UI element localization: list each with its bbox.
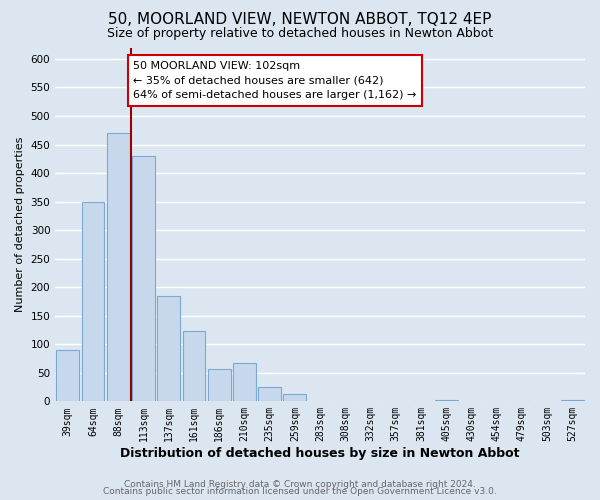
Bar bbox=[132, 156, 155, 402]
Bar bbox=[283, 394, 306, 402]
Bar bbox=[208, 369, 230, 402]
Bar bbox=[107, 133, 130, 402]
X-axis label: Distribution of detached houses by size in Newton Abbot: Distribution of detached houses by size … bbox=[121, 447, 520, 460]
Y-axis label: Number of detached properties: Number of detached properties bbox=[15, 136, 25, 312]
Bar bbox=[82, 202, 104, 402]
Text: Contains HM Land Registry data © Crown copyright and database right 2024.: Contains HM Land Registry data © Crown c… bbox=[124, 480, 476, 489]
Bar bbox=[233, 362, 256, 402]
Text: Size of property relative to detached houses in Newton Abbot: Size of property relative to detached ho… bbox=[107, 28, 493, 40]
Bar bbox=[258, 387, 281, 402]
Text: Contains public sector information licensed under the Open Government Licence v3: Contains public sector information licen… bbox=[103, 487, 497, 496]
Bar bbox=[157, 296, 180, 402]
Bar bbox=[56, 350, 79, 402]
Text: 50, MOORLAND VIEW, NEWTON ABBOT, TQ12 4EP: 50, MOORLAND VIEW, NEWTON ABBOT, TQ12 4E… bbox=[109, 12, 491, 28]
Bar bbox=[435, 400, 458, 402]
Bar bbox=[561, 400, 584, 402]
Text: 50 MOORLAND VIEW: 102sqm
← 35% of detached houses are smaller (642)
64% of semi-: 50 MOORLAND VIEW: 102sqm ← 35% of detach… bbox=[133, 60, 417, 100]
Bar bbox=[182, 331, 205, 402]
